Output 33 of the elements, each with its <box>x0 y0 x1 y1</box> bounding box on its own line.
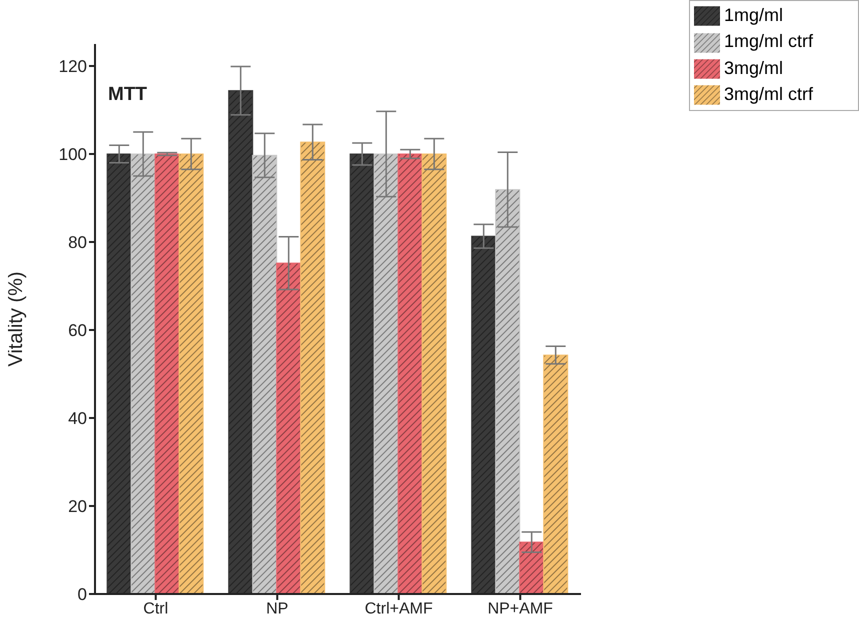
bar <box>130 154 156 594</box>
y-tick-label: 60 <box>68 321 87 340</box>
bar <box>519 542 544 594</box>
bar <box>350 154 375 594</box>
text: MTT <box>108 84 148 106</box>
legend-label: 1mg/ml <box>724 5 784 25</box>
legend-label: 1mg/ml ctrf <box>724 31 814 52</box>
bar <box>543 354 568 594</box>
bar <box>495 189 520 594</box>
bar <box>276 262 302 594</box>
y-tick-label: 0 <box>78 585 87 604</box>
y-tick-label: 80 <box>68 233 87 252</box>
bar <box>422 154 447 594</box>
y-tick-label: 100 <box>58 145 87 164</box>
x-tick-label: Ctrl+AMF <box>364 600 433 618</box>
bar <box>398 154 423 594</box>
x-tick-label: NP+AMF <box>488 600 554 618</box>
bar <box>178 154 204 594</box>
x-tick-label: Ctrl <box>143 600 168 618</box>
bar <box>471 236 496 594</box>
y-tick-label: 120 <box>58 57 87 76</box>
bar <box>154 154 180 594</box>
bar <box>106 154 132 594</box>
y-axis-title: Vitality (%) <box>5 271 28 367</box>
bar <box>374 154 399 594</box>
y-tick-label: 20 <box>68 497 87 516</box>
legend-label: 3mg/ml ctrf <box>724 84 814 104</box>
y-tick-label: 40 <box>68 409 87 428</box>
bar <box>252 154 278 594</box>
legend-label: 3mg/ml <box>724 58 784 78</box>
bar <box>228 90 254 594</box>
bar <box>300 142 326 594</box>
x-tick-label: NP <box>266 600 288 618</box>
